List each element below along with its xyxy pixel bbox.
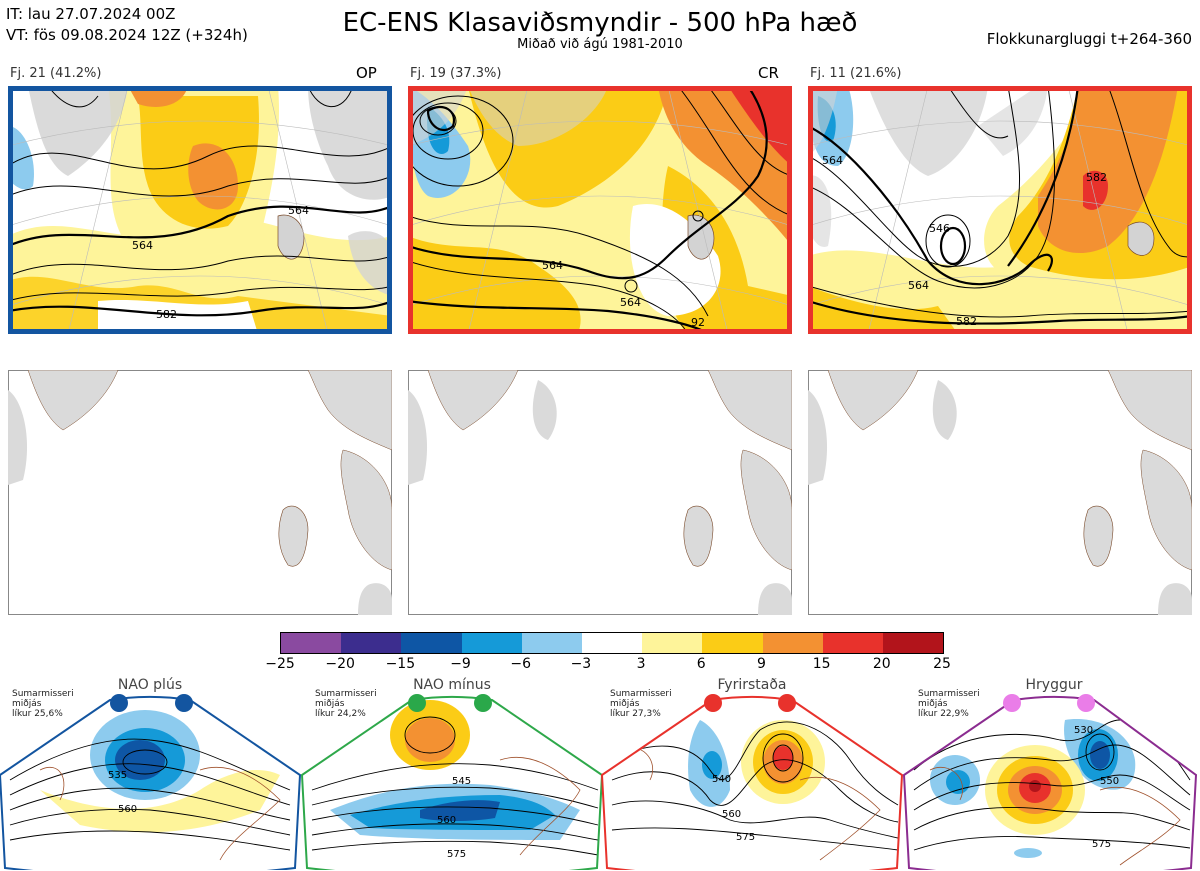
cluster-2-tag: CR [758,64,779,82]
initial-time: IT: lau 27.07.2024 00Z [6,5,176,23]
empty-map-2 [408,370,792,615]
cluster-3-anomaly-field: 564 546 564 582 582 [808,86,1192,334]
regime-3-contour-label: 560 [722,809,741,820]
valid-time: VT: fös 09.08.2024 12Z (+324h) [6,26,248,44]
cluster-3-contour-label: 546 [929,222,950,235]
cluster-3-contour-label: 582 [956,315,977,328]
regime-2-contour-label: 545 [452,776,471,787]
regime-1-map [0,696,300,870]
colorbar-tick-label: −6 [510,656,532,672]
regime-maps: 535 560 545 560 575 [0,694,1198,870]
regime-2-text: Sumarmisseri miðjás líkur 24,2% [315,689,377,719]
regime-4-map [904,696,1196,870]
colorbar-tick-label: −25 [265,656,295,672]
regime-4-text: Sumarmisseri miðjás líkur 22,9% [918,689,980,719]
header-times: IT: lau 27.07.2024 00Z VT: fös 09.08.202… [6,4,248,46]
regime-1-text: Sumarmisseri miðjás líkur 25,6% [12,689,74,719]
empty-map-3 [808,370,1192,615]
header-title-block: EC-ENS Klasaviðsmyndir - 500 hPa hæð Mið… [0,8,1200,52]
regime-4-contour-label: 550 [1100,776,1119,787]
cluster-1-contour-label: 564 [132,239,153,252]
regime-2-name: NAO mínus [413,677,491,693]
colorbar-swatch [882,633,944,653]
regime-2-contour-label: 560 [437,815,456,826]
classification-window: Flokkunargluggi t+264-360 [986,30,1192,48]
colorbar-tick-label: 6 [696,656,706,672]
cluster-3-frame [808,86,1192,334]
regime-4-contour-label: 575 [1092,839,1111,850]
cluster-3-map: 564 546 564 582 582 [808,86,1192,334]
colorbar-swatch [281,633,342,653]
regime-4-dot [1003,694,1021,712]
cluster-1-frame [8,86,392,334]
colorbar-swatch [642,633,703,653]
cluster-2-frame [408,86,792,334]
regime-3-text: Sumarmisseri miðjás líkur 27,3% [610,689,672,719]
regime-3-contour-label: 540 [712,774,731,785]
regime-2-map [302,696,602,870]
cluster-1-label: Fj. 21 (41.2%) [10,66,102,81]
regime-1-contour-label: 560 [118,804,137,815]
cluster-2-label: Fj. 19 (37.3%) [410,66,502,81]
colorbar-tick-label: 9 [756,656,766,672]
empty-map-1 [8,370,392,615]
regime-2-contour-label: 575 [447,849,466,860]
colorbar-tick-label: 20 [872,656,891,672]
cluster-1-tag: OP [356,64,377,82]
colorbar-swatch [401,633,462,653]
cluster-3-contour-label: 564 [822,154,843,167]
cluster-3-contour-label: 564 [908,279,929,292]
regime-3-dot [778,694,796,712]
colorbar-swatch [341,633,402,653]
regime-1-dot [110,694,128,712]
regime-4-name: Hryggur [1025,677,1083,693]
regime-4-dot [1077,694,1095,712]
regime-3-name: Fyrirstaða [717,677,787,693]
cluster-1-anomaly-field: 564 564 582 [8,86,392,334]
regime-4-contour-label: 530 [1074,725,1093,736]
cluster-2-contour-label: 564 [620,296,641,309]
regime-2-dot [408,694,426,712]
cluster-2-contour-label: 92 [691,316,705,329]
regime-3-dot [704,694,722,712]
regime-2-dot [474,694,492,712]
regime-3-map [602,696,902,870]
cluster-2-contour-label: 564 [542,259,563,272]
cluster-2-map: 564 564 92 [408,86,792,334]
cluster-3-contour-label: 582 [1086,171,1107,184]
colorbar-tick-label: −15 [385,656,416,672]
page-title: EC-ENS Klasaviðsmyndir - 500 hPa hæð [342,8,858,38]
colorbar-swatch [461,633,522,653]
colorbar-tick-label: −9 [450,656,471,672]
regime-1-dot [175,694,193,712]
cluster-1-contour-label: 564 [288,204,309,217]
colorbar-tick-label: 3 [636,656,646,672]
regime-1-contour-label: 535 [108,770,127,781]
colorbar-swatch [521,633,582,653]
colorbar-tick-label: 25 [933,656,951,672]
colorbar-tick-label: −3 [570,656,592,672]
colorbar-tick-label: 15 [812,656,831,672]
colorbar-swatch [762,633,823,653]
cluster-2-anomaly-field: 564 564 92 [408,86,792,334]
regime-3-contour-label: 575 [736,832,755,843]
colorbar-swatch [581,633,643,653]
colorbar-tick-label: −20 [325,656,355,672]
colorbar-swatch [822,633,883,653]
colorbar-swatch [702,633,763,653]
regime-1-name: NAO plús [117,677,183,693]
page-subtitle: Miðað við ágú 1981-2010 [517,37,683,52]
cluster-3-label: Fj. 11 (21.6%) [810,66,902,81]
cluster-1-contour-label: 582 [156,308,177,321]
colorbar [280,632,944,654]
cluster-1-map: 564 564 582 [8,86,392,334]
